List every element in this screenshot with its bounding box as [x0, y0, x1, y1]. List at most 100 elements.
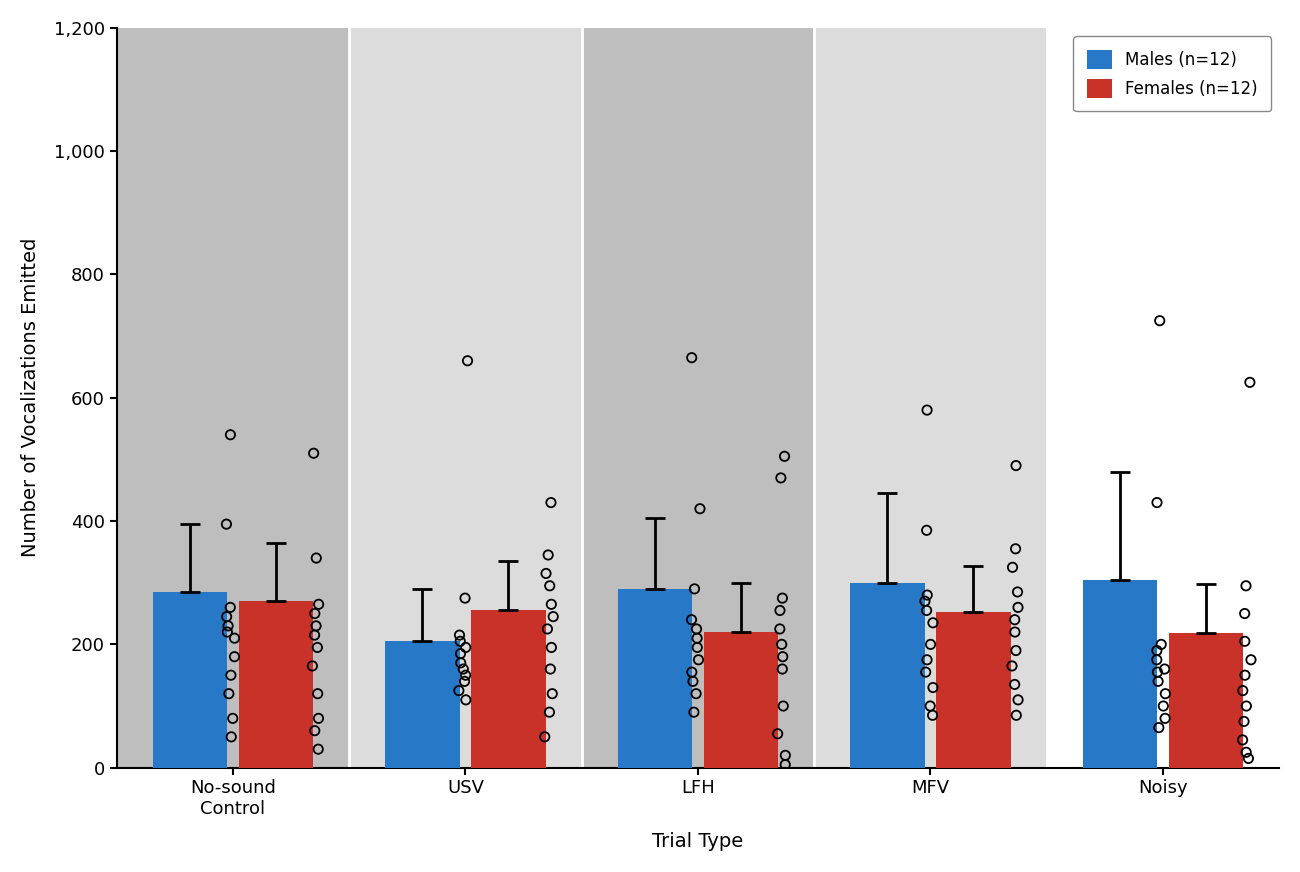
Bar	[239, 601, 313, 767]
Point	[1236, 699, 1257, 713]
Point	[772, 662, 793, 676]
Point	[920, 637, 941, 651]
Point	[681, 351, 702, 364]
Point	[216, 610, 237, 623]
Point	[308, 742, 329, 756]
Point	[1001, 659, 1022, 673]
Y-axis label: Number of Vocalizations Emitted: Number of Vocalizations Emitted	[21, 238, 40, 557]
Point	[308, 597, 329, 611]
Point	[540, 662, 560, 676]
Point	[1235, 634, 1256, 648]
Point	[1236, 746, 1257, 760]
Point	[772, 591, 793, 605]
Point	[448, 684, 469, 698]
Point	[916, 603, 937, 617]
Point	[450, 647, 471, 661]
Point	[916, 523, 937, 537]
Point	[775, 748, 796, 762]
Point	[914, 594, 935, 608]
Point	[1153, 699, 1174, 713]
Point	[916, 403, 937, 417]
Point	[458, 354, 478, 368]
Point	[920, 699, 941, 713]
Point	[1005, 542, 1026, 555]
Point	[923, 616, 944, 630]
Point	[686, 640, 707, 654]
Point	[538, 548, 559, 562]
Point	[684, 705, 705, 719]
Point	[1232, 733, 1253, 747]
Point	[1147, 644, 1167, 657]
Point	[540, 579, 560, 593]
Point	[541, 495, 562, 509]
Point	[1008, 693, 1028, 707]
Point	[304, 724, 325, 738]
Bar	[850, 582, 924, 767]
Bar	[117, 28, 350, 767]
Bar	[385, 641, 460, 767]
Point	[217, 625, 238, 639]
Point	[217, 619, 238, 633]
Bar	[1046, 28, 1279, 767]
Point	[1154, 662, 1175, 676]
Point	[1005, 625, 1026, 639]
Point	[1005, 644, 1026, 657]
Point	[770, 622, 790, 636]
Bar	[471, 610, 546, 767]
Point	[1002, 561, 1023, 575]
Point	[923, 680, 944, 694]
Point	[1148, 720, 1169, 734]
Point	[1147, 665, 1167, 679]
Point	[455, 591, 476, 605]
Point	[916, 588, 937, 602]
Bar	[152, 592, 228, 767]
X-axis label: Trial Type: Trial Type	[653, 832, 744, 851]
Point	[1008, 601, 1028, 615]
Point	[1147, 495, 1167, 509]
Point	[216, 517, 237, 531]
Point	[541, 597, 562, 611]
Point	[775, 758, 796, 772]
Point	[684, 582, 705, 596]
Point	[1005, 678, 1026, 691]
Point	[1154, 687, 1175, 701]
Point	[455, 640, 476, 654]
Point	[771, 471, 792, 485]
Point	[542, 687, 563, 701]
Point	[1006, 708, 1027, 722]
Point	[220, 601, 240, 615]
Point	[1235, 579, 1256, 593]
Point	[1150, 637, 1171, 651]
Point	[534, 730, 555, 744]
Point	[221, 668, 242, 682]
Point	[772, 650, 793, 664]
Point	[455, 668, 476, 682]
Point	[218, 687, 239, 701]
Point	[222, 712, 243, 726]
Point	[303, 446, 324, 460]
Point	[688, 653, 709, 667]
Point	[1149, 314, 1170, 328]
Point	[306, 551, 326, 565]
Point	[536, 567, 556, 581]
Point	[1239, 375, 1260, 389]
Point	[774, 449, 794, 463]
Point	[1240, 653, 1261, 667]
Point	[1235, 668, 1256, 682]
Point	[537, 622, 558, 636]
Bar	[350, 28, 581, 767]
Point	[541, 640, 562, 654]
Legend: Males (n=12), Females (n=12): Males (n=12), Females (n=12)	[1074, 36, 1271, 112]
Point	[1238, 752, 1258, 766]
Bar	[1083, 580, 1157, 767]
Point	[1006, 459, 1027, 473]
Point	[302, 659, 322, 673]
Point	[304, 628, 325, 642]
Point	[1147, 653, 1167, 667]
Bar	[618, 589, 692, 767]
Point	[220, 428, 240, 442]
Point	[1008, 585, 1028, 599]
Point	[455, 693, 476, 707]
Point	[771, 637, 792, 651]
Point	[770, 603, 790, 617]
